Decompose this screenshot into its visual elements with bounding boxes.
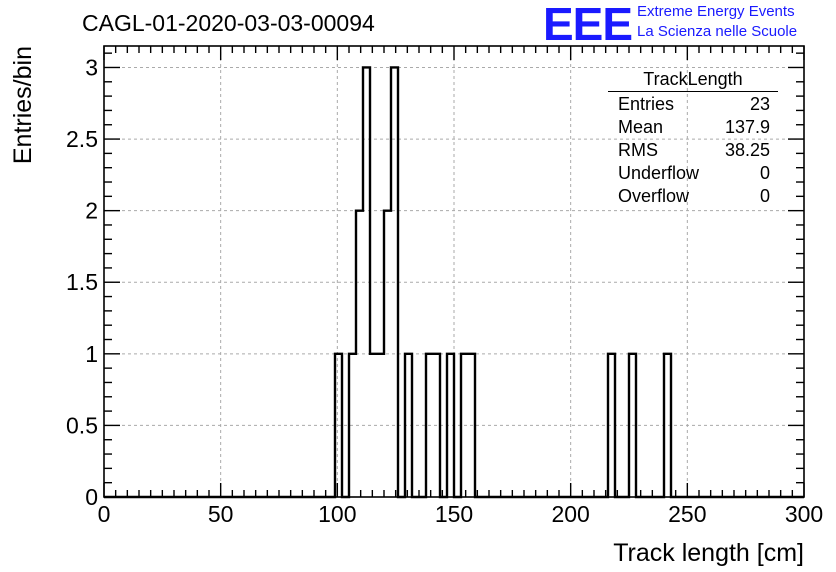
eee-logo-text: Extreme Energy Events La Scienza nelle S… bbox=[637, 2, 797, 42]
y-tick-label: 1.5 bbox=[66, 269, 98, 295]
y-tick-label: 2 bbox=[85, 198, 98, 224]
stats-row-mean: Mean 137.9 bbox=[608, 116, 778, 139]
x-axis-label: Track length [cm] bbox=[613, 539, 804, 567]
y-tick-label: 0.5 bbox=[66, 412, 98, 438]
x-tick-label: 50 bbox=[208, 501, 234, 527]
stats-value: 23 bbox=[749, 94, 770, 114]
y-tick-label: 1 bbox=[85, 341, 98, 367]
x-tick-label: 200 bbox=[551, 501, 589, 527]
stats-label: Overflow bbox=[618, 186, 690, 206]
stats-box: TrackLength Entries 23 Mean 137.9 RMS 38… bbox=[608, 68, 778, 208]
x-tick-label: 100 bbox=[318, 501, 356, 527]
stats-value: 38.25 bbox=[724, 140, 770, 160]
stats-label: Underflow bbox=[618, 163, 700, 183]
x-tick-label: 250 bbox=[668, 501, 706, 527]
stats-row-underflow: Underflow 0 bbox=[608, 162, 778, 185]
histogram-line bbox=[104, 66, 804, 499]
eee-logo-line1: Extreme Energy Events bbox=[637, 3, 795, 20]
stats-label: Mean bbox=[618, 117, 664, 137]
stats-value: 0 bbox=[759, 186, 770, 206]
stats-label: RMS bbox=[618, 140, 658, 160]
run-title: CAGL-01-2020-03-03-00094 bbox=[82, 10, 375, 36]
stats-row-rms: RMS 38.25 bbox=[608, 139, 778, 162]
eee-logo: EEE bbox=[543, 0, 633, 50]
stats-title: TrackLength bbox=[608, 68, 778, 92]
y-tick-label: 0 bbox=[85, 484, 98, 510]
x-tick-label: 150 bbox=[435, 501, 473, 527]
x-tick-label: 0 bbox=[98, 501, 111, 527]
y-tick-label: 3 bbox=[85, 54, 98, 80]
stats-value: 0 bbox=[759, 163, 770, 183]
stats-label: Entries bbox=[618, 94, 675, 114]
x-tick-label: 300 bbox=[785, 501, 823, 527]
stats-value: 137.9 bbox=[724, 117, 770, 137]
y-tick-label: 2.5 bbox=[66, 126, 98, 152]
stats-row-entries: Entries 23 bbox=[608, 93, 778, 116]
stats-row-overflow: Overflow 0 bbox=[608, 185, 778, 208]
y-axis-label: Entries/bin bbox=[9, 46, 37, 164]
eee-logo-line2: La Scienza nelle Scuole bbox=[637, 23, 798, 40]
